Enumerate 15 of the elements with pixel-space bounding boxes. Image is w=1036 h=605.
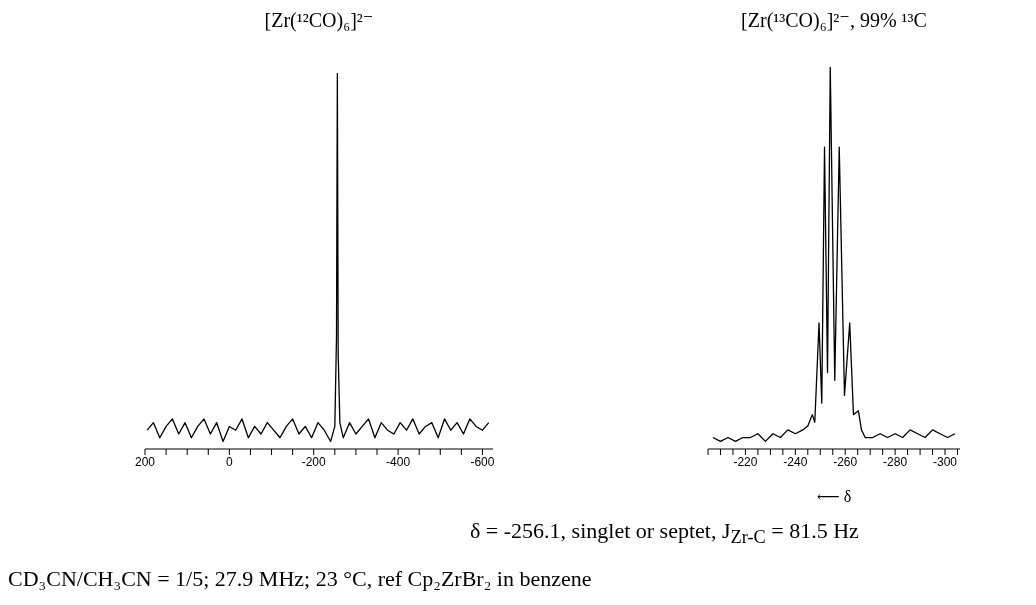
x-tick-label: -600 [470, 454, 495, 469]
x-tick-label: -240 [783, 454, 808, 469]
x-tick-label: -400 [386, 454, 411, 469]
x-tick-label: -220 [733, 454, 758, 469]
chart-title: [Zr(¹³CO)₆]²⁻, 99% ¹³C [740, 8, 928, 32]
x-axis-title: ⟵ δ [816, 488, 852, 505]
text: CD₃CN/CH₃CN = 1/5; 27.9 MHz; 23 °C, ref Cp₂ZrBr₂ in benzene [8, 566, 592, 592]
chart-title: [Zr(¹²CO)₆]²⁻ [263, 8, 375, 32]
x-tick-label: -260 [833, 454, 858, 469]
x-tick-label: 0 [226, 454, 234, 469]
x-tick-label: -300 [933, 454, 958, 469]
text: δ = -256.1, singlet or septet, J$_{Zr-C}$ = 81.5 Hz [470, 518, 859, 549]
x-tick-label: 200 [134, 454, 156, 469]
x-tick-label: -280 [883, 454, 908, 469]
x-tick-label: -200 [301, 454, 327, 469]
